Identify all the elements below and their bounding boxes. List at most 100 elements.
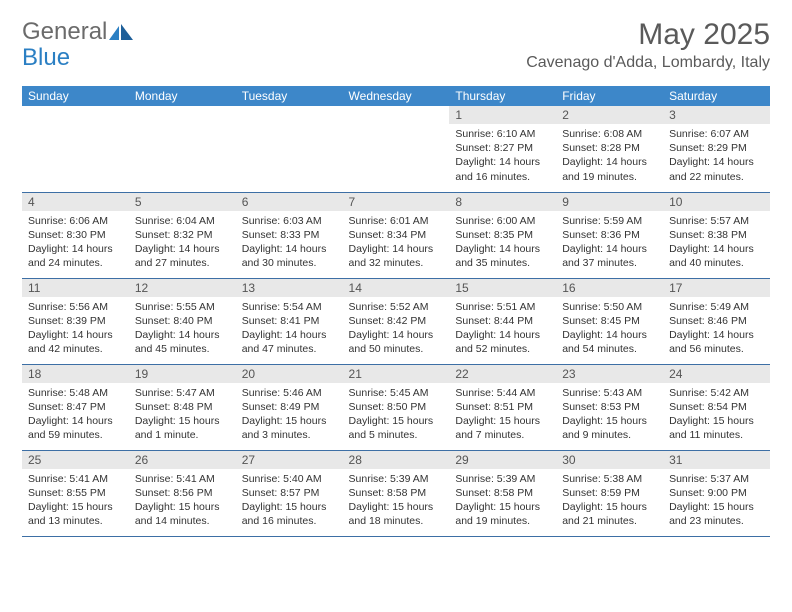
day-number: 30 <box>556 451 663 469</box>
day-details: Sunrise: 6:10 AMSunset: 8:27 PMDaylight:… <box>449 124 556 188</box>
day-number: 20 <box>236 365 343 383</box>
day-details: Sunrise: 5:37 AMSunset: 9:00 PMDaylight:… <box>663 469 770 533</box>
day-details: Sunrise: 5:57 AMSunset: 8:38 PMDaylight:… <box>663 211 770 275</box>
day-number: 10 <box>663 193 770 211</box>
day-number: 12 <box>129 279 236 297</box>
day-number: 3 <box>663 106 770 124</box>
day-number: 31 <box>663 451 770 469</box>
day-details: Sunrise: 5:48 AMSunset: 8:47 PMDaylight:… <box>22 383 129 447</box>
day-details: Sunrise: 5:39 AMSunset: 8:58 PMDaylight:… <box>449 469 556 533</box>
day-details: Sunrise: 5:41 AMSunset: 8:56 PMDaylight:… <box>129 469 236 533</box>
day-details: Sunrise: 5:56 AMSunset: 8:39 PMDaylight:… <box>22 297 129 361</box>
calendar-day-cell: 26Sunrise: 5:41 AMSunset: 8:56 PMDayligh… <box>129 450 236 536</box>
day-number: 19 <box>129 365 236 383</box>
day-number: 29 <box>449 451 556 469</box>
calendar-day-cell: 6Sunrise: 6:03 AMSunset: 8:33 PMDaylight… <box>236 192 343 278</box>
calendar-day-cell: 22Sunrise: 5:44 AMSunset: 8:51 PMDayligh… <box>449 364 556 450</box>
calendar-day-cell: 4Sunrise: 6:06 AMSunset: 8:30 PMDaylight… <box>22 192 129 278</box>
day-number: 4 <box>22 193 129 211</box>
calendar-day-cell: 19Sunrise: 5:47 AMSunset: 8:48 PMDayligh… <box>129 364 236 450</box>
title-block: May 2025 Cavenago d'Adda, Lombardy, Ital… <box>526 18 770 72</box>
calendar-day-cell <box>236 106 343 192</box>
day-details: Sunrise: 6:07 AMSunset: 8:29 PMDaylight:… <box>663 124 770 188</box>
logo: General <box>22 18 133 46</box>
day-details: Sunrise: 5:46 AMSunset: 8:49 PMDaylight:… <box>236 383 343 447</box>
calendar-table: Sunday Monday Tuesday Wednesday Thursday… <box>22 86 770 537</box>
day-details: Sunrise: 6:08 AMSunset: 8:28 PMDaylight:… <box>556 124 663 188</box>
day-number: 1 <box>449 106 556 124</box>
day-details: Sunrise: 5:38 AMSunset: 8:59 PMDaylight:… <box>556 469 663 533</box>
calendar-day-cell: 13Sunrise: 5:54 AMSunset: 8:41 PMDayligh… <box>236 278 343 364</box>
calendar-week-row: 25Sunrise: 5:41 AMSunset: 8:55 PMDayligh… <box>22 450 770 536</box>
calendar-day-cell <box>343 106 450 192</box>
weekday-header: Sunday <box>22 86 129 106</box>
day-number: 5 <box>129 193 236 211</box>
day-number: 21 <box>343 365 450 383</box>
calendar-day-cell: 7Sunrise: 6:01 AMSunset: 8:34 PMDaylight… <box>343 192 450 278</box>
calendar-day-cell: 23Sunrise: 5:43 AMSunset: 8:53 PMDayligh… <box>556 364 663 450</box>
day-details: Sunrise: 5:47 AMSunset: 8:48 PMDaylight:… <box>129 383 236 447</box>
logo-text-blue: Blue <box>22 44 70 72</box>
day-number: 11 <box>22 279 129 297</box>
day-details: Sunrise: 5:51 AMSunset: 8:44 PMDaylight:… <box>449 297 556 361</box>
calendar-day-cell: 11Sunrise: 5:56 AMSunset: 8:39 PMDayligh… <box>22 278 129 364</box>
day-details: Sunrise: 5:45 AMSunset: 8:50 PMDaylight:… <box>343 383 450 447</box>
calendar-day-cell: 31Sunrise: 5:37 AMSunset: 9:00 PMDayligh… <box>663 450 770 536</box>
day-details: Sunrise: 5:50 AMSunset: 8:45 PMDaylight:… <box>556 297 663 361</box>
calendar-day-cell: 9Sunrise: 5:59 AMSunset: 8:36 PMDaylight… <box>556 192 663 278</box>
calendar-day-cell: 30Sunrise: 5:38 AMSunset: 8:59 PMDayligh… <box>556 450 663 536</box>
calendar-week-row: 4Sunrise: 6:06 AMSunset: 8:30 PMDaylight… <box>22 192 770 278</box>
location: Cavenago d'Adda, Lombardy, Italy <box>526 54 770 72</box>
day-details: Sunrise: 5:52 AMSunset: 8:42 PMDaylight:… <box>343 297 450 361</box>
day-number: 13 <box>236 279 343 297</box>
weekday-header-row: Sunday Monday Tuesday Wednesday Thursday… <box>22 86 770 106</box>
day-details: Sunrise: 5:55 AMSunset: 8:40 PMDaylight:… <box>129 297 236 361</box>
day-number: 22 <box>449 365 556 383</box>
day-details: Sunrise: 6:01 AMSunset: 8:34 PMDaylight:… <box>343 211 450 275</box>
day-number: 14 <box>343 279 450 297</box>
day-number: 8 <box>449 193 556 211</box>
calendar-day-cell: 5Sunrise: 6:04 AMSunset: 8:32 PMDaylight… <box>129 192 236 278</box>
calendar-day-cell: 10Sunrise: 5:57 AMSunset: 8:38 PMDayligh… <box>663 192 770 278</box>
calendar-day-cell: 12Sunrise: 5:55 AMSunset: 8:40 PMDayligh… <box>129 278 236 364</box>
day-details: Sunrise: 6:00 AMSunset: 8:35 PMDaylight:… <box>449 211 556 275</box>
day-number: 24 <box>663 365 770 383</box>
weekday-header: Saturday <box>663 86 770 106</box>
calendar-day-cell: 20Sunrise: 5:46 AMSunset: 8:49 PMDayligh… <box>236 364 343 450</box>
day-number: 9 <box>556 193 663 211</box>
calendar-day-cell: 17Sunrise: 5:49 AMSunset: 8:46 PMDayligh… <box>663 278 770 364</box>
day-details: Sunrise: 5:59 AMSunset: 8:36 PMDaylight:… <box>556 211 663 275</box>
day-number: 16 <box>556 279 663 297</box>
day-details: Sunrise: 6:04 AMSunset: 8:32 PMDaylight:… <box>129 211 236 275</box>
day-number: 28 <box>343 451 450 469</box>
day-details: Sunrise: 5:41 AMSunset: 8:55 PMDaylight:… <box>22 469 129 533</box>
day-number: 2 <box>556 106 663 124</box>
weekday-header: Wednesday <box>343 86 450 106</box>
calendar-week-row: 18Sunrise: 5:48 AMSunset: 8:47 PMDayligh… <box>22 364 770 450</box>
calendar-day-cell: 1Sunrise: 6:10 AMSunset: 8:27 PMDaylight… <box>449 106 556 192</box>
logo-text-gray: General <box>22 18 107 46</box>
day-number: 26 <box>129 451 236 469</box>
calendar-day-cell <box>129 106 236 192</box>
calendar-day-cell: 25Sunrise: 5:41 AMSunset: 8:55 PMDayligh… <box>22 450 129 536</box>
calendar-day-cell: 24Sunrise: 5:42 AMSunset: 8:54 PMDayligh… <box>663 364 770 450</box>
calendar-day-cell: 28Sunrise: 5:39 AMSunset: 8:58 PMDayligh… <box>343 450 450 536</box>
weekday-header: Friday <box>556 86 663 106</box>
day-number: 17 <box>663 279 770 297</box>
day-number: 27 <box>236 451 343 469</box>
calendar-day-cell: 18Sunrise: 5:48 AMSunset: 8:47 PMDayligh… <box>22 364 129 450</box>
day-number: 18 <box>22 365 129 383</box>
day-details: Sunrise: 5:49 AMSunset: 8:46 PMDaylight:… <box>663 297 770 361</box>
calendar-week-row: 11Sunrise: 5:56 AMSunset: 8:39 PMDayligh… <box>22 278 770 364</box>
calendar-day-cell: 16Sunrise: 5:50 AMSunset: 8:45 PMDayligh… <box>556 278 663 364</box>
day-number: 7 <box>343 193 450 211</box>
day-details: Sunrise: 6:06 AMSunset: 8:30 PMDaylight:… <box>22 211 129 275</box>
calendar-day-cell: 27Sunrise: 5:40 AMSunset: 8:57 PMDayligh… <box>236 450 343 536</box>
calendar-day-cell <box>22 106 129 192</box>
day-details: Sunrise: 6:03 AMSunset: 8:33 PMDaylight:… <box>236 211 343 275</box>
calendar-week-row: 1Sunrise: 6:10 AMSunset: 8:27 PMDaylight… <box>22 106 770 192</box>
calendar-day-cell: 15Sunrise: 5:51 AMSunset: 8:44 PMDayligh… <box>449 278 556 364</box>
month-title: May 2025 <box>526 18 770 52</box>
calendar-day-cell: 14Sunrise: 5:52 AMSunset: 8:42 PMDayligh… <box>343 278 450 364</box>
day-number: 15 <box>449 279 556 297</box>
